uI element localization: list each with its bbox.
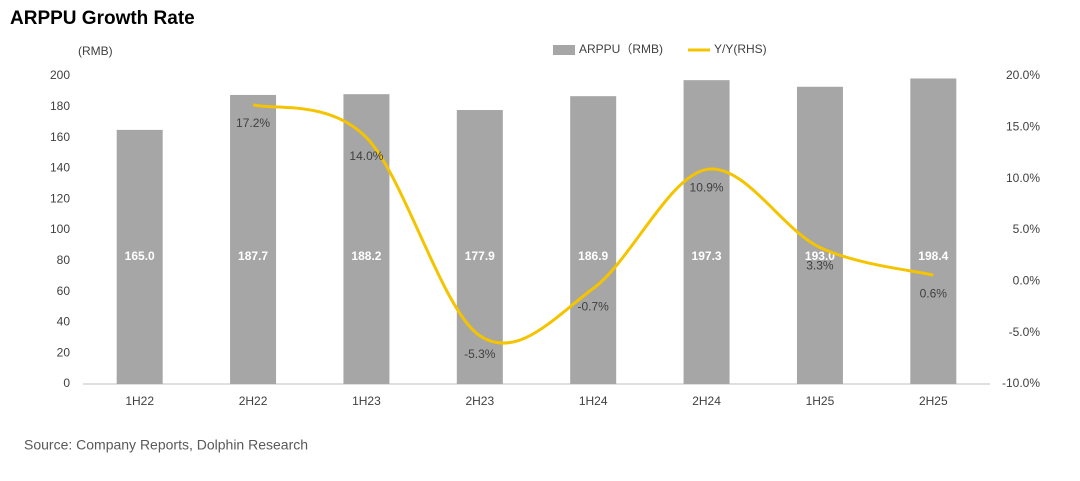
- bar: [910, 78, 957, 385]
- line-value-label: 3.3%: [806, 259, 834, 273]
- x-tick-label: 2H22: [239, 394, 268, 408]
- y2-tick-label: 20.0%: [1006, 68, 1040, 82]
- bar: [683, 80, 730, 385]
- line-value-label: 10.9%: [690, 181, 724, 195]
- bar-value-label: 186.9: [578, 249, 608, 263]
- y2-tick-label: -5.0%: [1009, 325, 1041, 339]
- bar-value-label: 165.0: [125, 249, 155, 263]
- y2-tick-label: 0.0%: [1013, 274, 1041, 288]
- bar-value-label: 198.4: [918, 249, 948, 263]
- bar: [456, 110, 503, 384]
- line-value-label: 0.6%: [920, 286, 948, 300]
- y-tick-label: 160: [50, 130, 70, 144]
- line-value-label: -5.3%: [464, 347, 496, 361]
- x-tick-label: 2H25: [919, 394, 948, 408]
- y-tick-label: 120: [50, 191, 70, 205]
- y-tick-label: 20: [57, 345, 71, 359]
- source: Source: Company Reports, Dolphin Researc…: [24, 437, 308, 453]
- bar: [116, 129, 163, 384]
- bar-value-label: 177.9: [465, 249, 495, 263]
- bar-value-label: 188.2: [351, 249, 381, 263]
- x-tick-label: 1H22: [125, 394, 154, 408]
- x-tick-label: 2H24: [692, 394, 721, 408]
- y-tick-label: 80: [57, 253, 71, 267]
- x-tick-label: 1H24: [579, 394, 608, 408]
- bar-value-label: 193.0: [805, 249, 835, 263]
- chart-title: ARPPU Growth Rate: [10, 8, 195, 29]
- y2-tick-label: 15.0%: [1006, 120, 1040, 134]
- bar-value-label: 197.3: [692, 249, 722, 263]
- legend-label: ARPPU（RMB): [579, 42, 663, 56]
- y-tick-label: 100: [50, 222, 70, 236]
- x-tick-label: 1H23: [352, 394, 381, 408]
- x-tick-label: 2H23: [465, 394, 494, 408]
- line-value-label: 14.0%: [349, 149, 383, 163]
- y-tick-label: 0: [63, 376, 70, 390]
- y-tick-label: 200: [50, 68, 70, 82]
- y-axis-label: (RMB): [78, 44, 113, 58]
- bar: [796, 86, 843, 384]
- x-tick-label: 1H25: [806, 394, 835, 408]
- y2-tick-label: 5.0%: [1013, 222, 1041, 236]
- y-tick-label: 180: [50, 99, 70, 113]
- y-tick-label: 60: [57, 284, 71, 298]
- y2-tick-label: 10.0%: [1006, 171, 1040, 185]
- y-tick-label: 40: [57, 315, 71, 329]
- y-tick-label: 140: [50, 161, 70, 175]
- legend-swatch: [553, 45, 575, 55]
- line-value-label: 17.2%: [236, 116, 270, 130]
- y2-tick-label: -10.0%: [1002, 376, 1040, 390]
- legend-label: Y/Y(RHS): [714, 42, 767, 56]
- line: [252, 103, 934, 345]
- bar: [230, 94, 277, 384]
- line-value-label: -0.7%: [578, 300, 610, 314]
- bar: [570, 96, 617, 384]
- bar: [343, 94, 390, 384]
- bar-value-label: 187.7: [238, 249, 268, 263]
